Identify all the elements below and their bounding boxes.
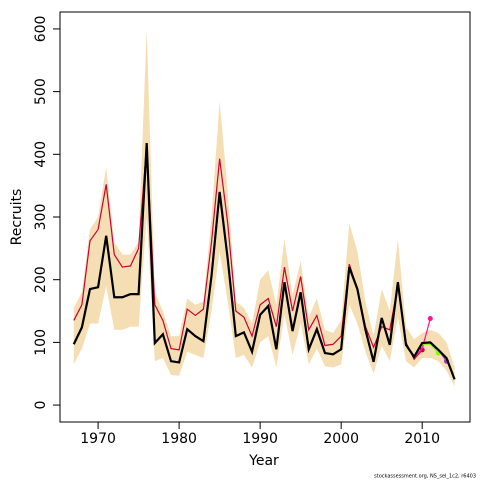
x-tick-label: 1980 — [161, 431, 197, 447]
x-tick-label: 1990 — [242, 431, 278, 447]
y-axis-label: Recruits — [9, 189, 25, 246]
footnote: stockassessment.org, NS_sel_1c2, r6403 — [374, 474, 476, 480]
series-line — [413, 318, 431, 359]
x-tick-label: 1970 — [80, 431, 116, 447]
series-line — [422, 343, 439, 354]
y-tick-label: 600 — [33, 16, 49, 43]
y-tick-label: 300 — [33, 204, 49, 231]
y-tick-label: 0 — [33, 401, 49, 410]
y-tick-label: 400 — [33, 141, 49, 168]
series-line — [72, 142, 456, 380]
end-point — [419, 347, 425, 353]
x-axis-label: Year — [248, 453, 279, 469]
x-tick-label: 2010 — [404, 431, 440, 447]
y-tick-label: 100 — [33, 329, 49, 356]
plot-frame — [59, 11, 471, 423]
y-tick-label: 200 — [33, 266, 49, 293]
end-point — [427, 316, 433, 322]
x-tick-label: 2000 — [323, 431, 359, 447]
confidence-band — [73, 28, 455, 387]
y-tick-label: 500 — [33, 78, 49, 105]
